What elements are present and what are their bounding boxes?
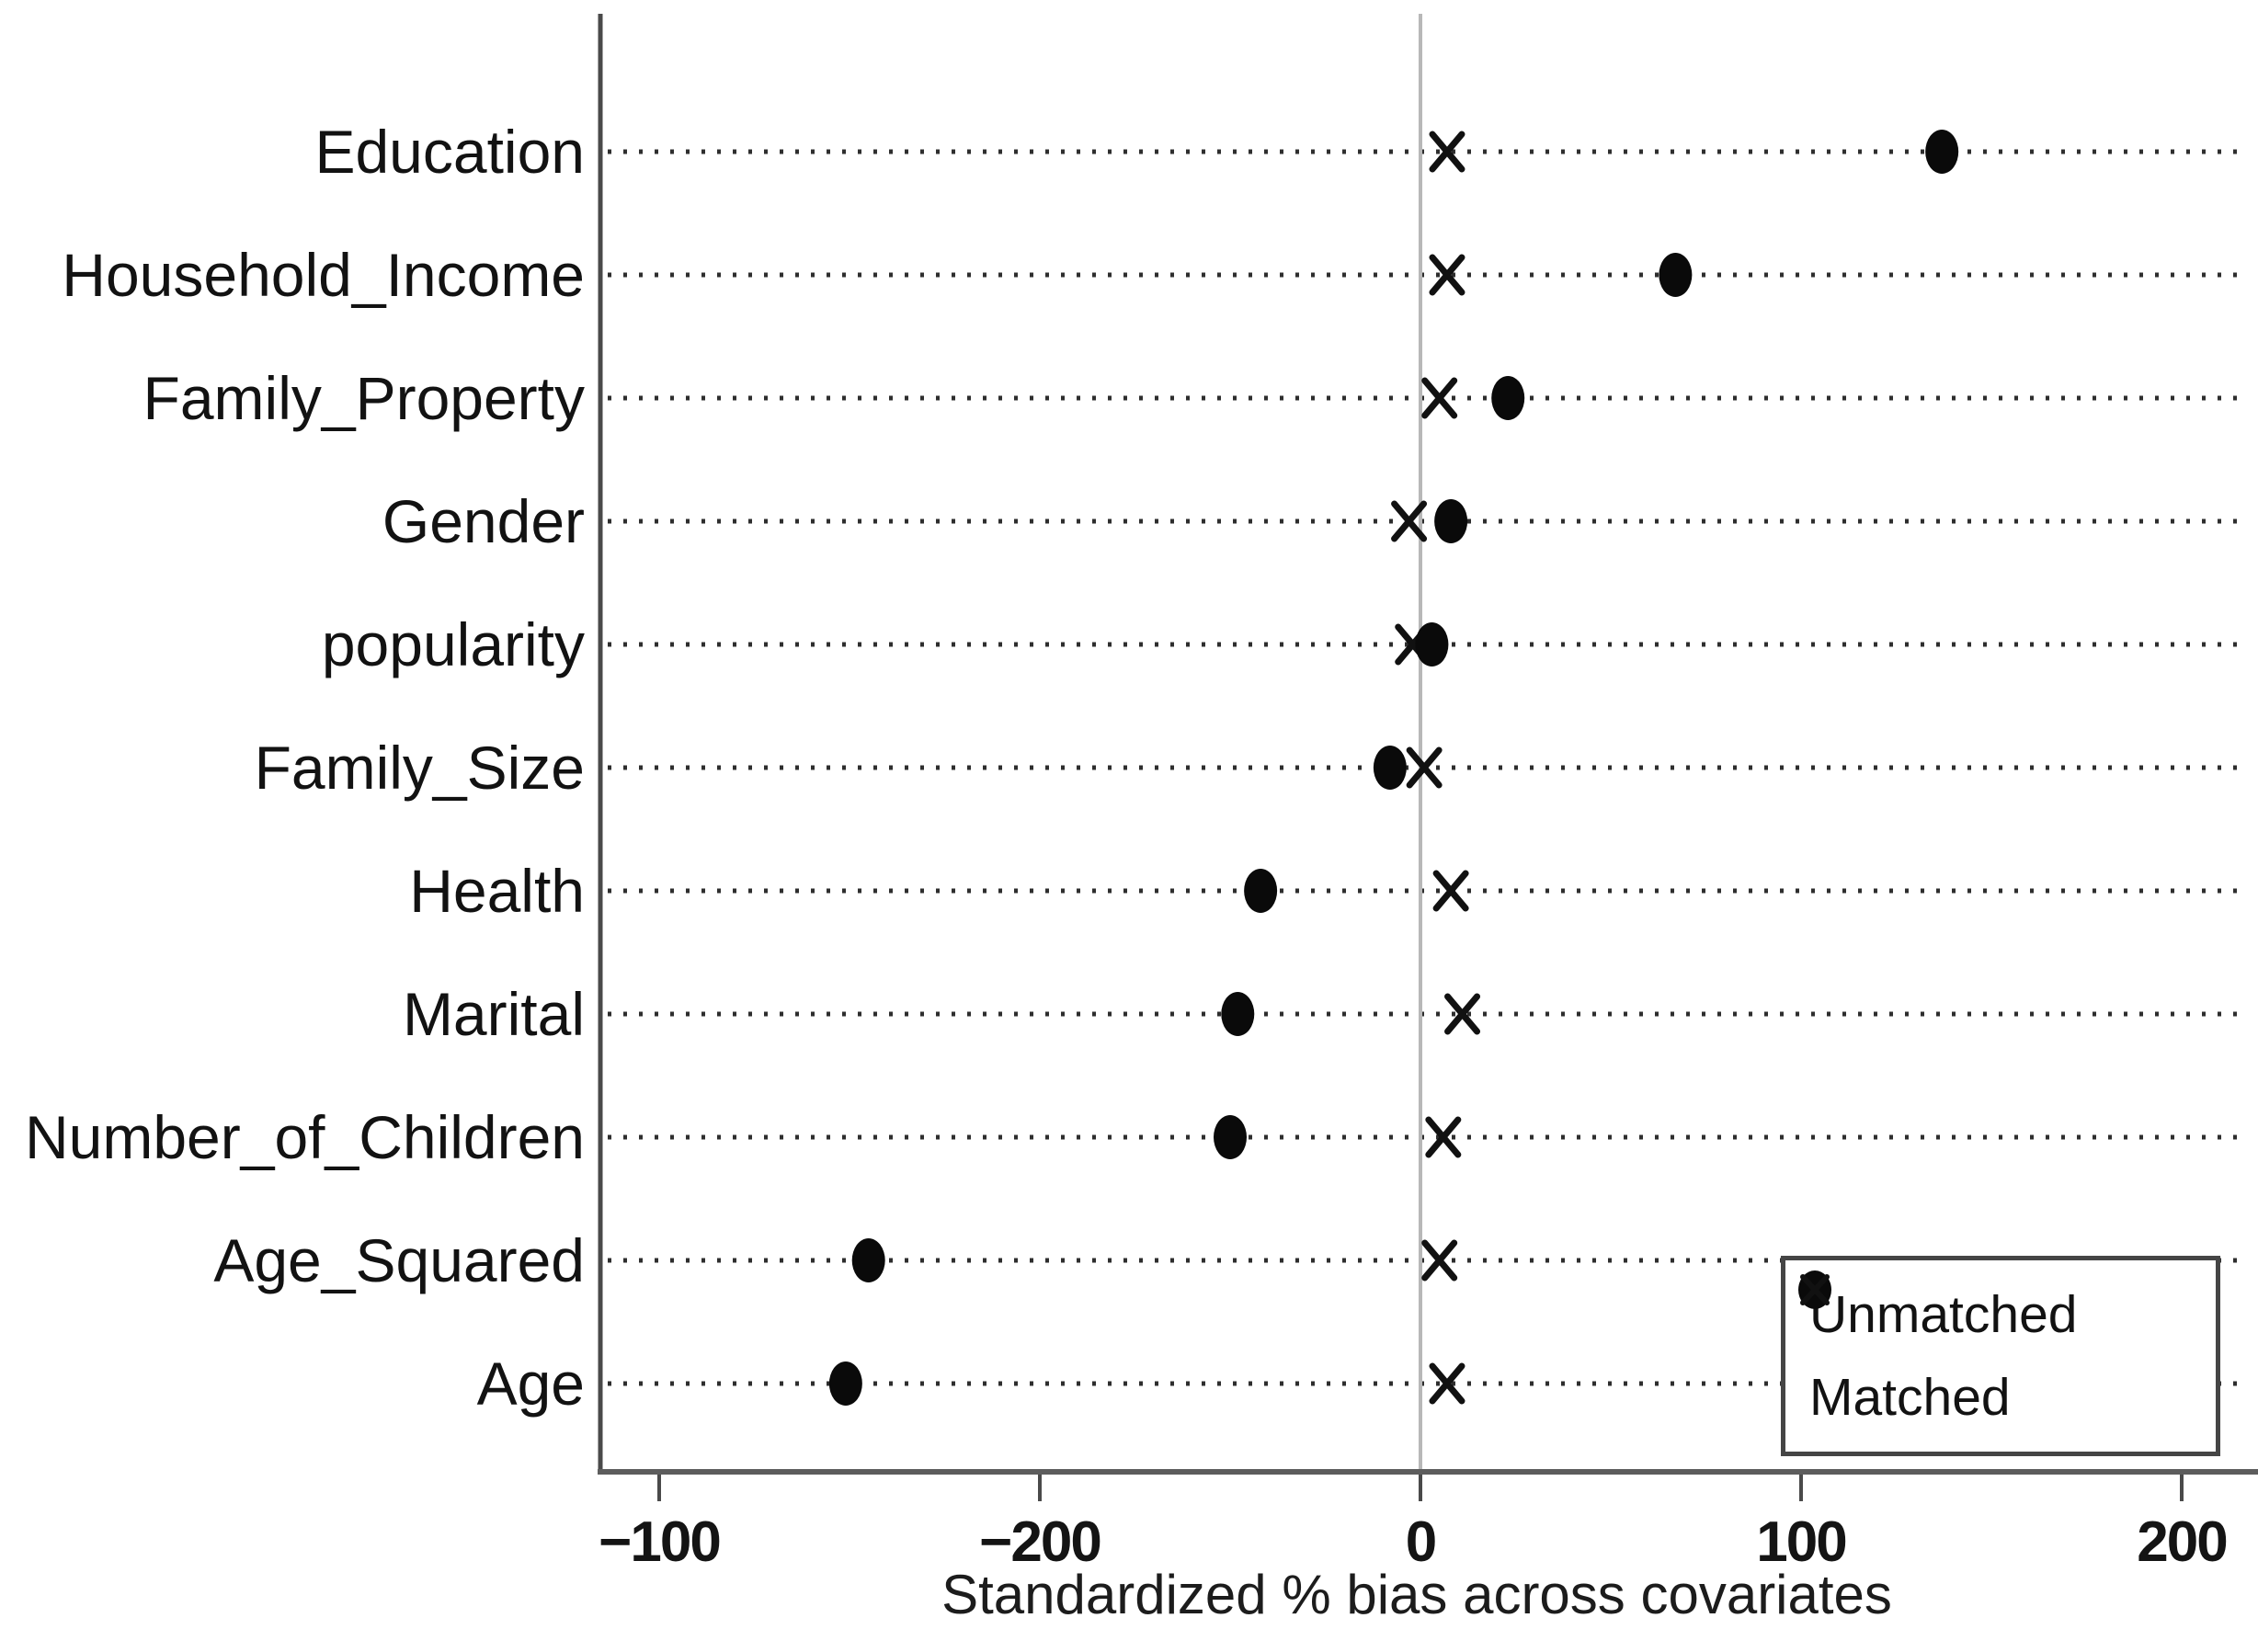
y-axis-label: Education <box>314 118 585 186</box>
unmatched-marker <box>1373 746 1407 790</box>
legend-label-matched: Matched <box>1809 1367 2011 1427</box>
legend-entry-unmatched: Unmatched <box>1798 1270 2216 1345</box>
unmatched-marker <box>1434 499 1468 543</box>
y-axis-label: popularity <box>321 610 585 678</box>
unmatched-marker <box>1244 869 1278 913</box>
matched-marker <box>1391 500 1428 542</box>
unmatched-marker <box>1491 376 1525 420</box>
y-axis-label: Household_Income <box>62 241 585 309</box>
x-axis-tick-label: −200 <box>979 1510 1102 1574</box>
unmatched-marker <box>851 1238 885 1282</box>
y-axis-label: Health <box>409 857 585 925</box>
legend: Unmatched Matched <box>1781 1256 2220 1456</box>
legend-label-unmatched: Unmatched <box>1809 1285 2078 1345</box>
matched-marker <box>1429 131 1465 173</box>
legend-entry-matched: Matched <box>1800 1274 2216 1427</box>
matched-marker <box>1421 1239 1458 1282</box>
x-axis-tick-label: −100 <box>599 1510 722 1574</box>
matched-marker <box>1444 993 1481 1035</box>
matched-marker <box>1429 254 1465 296</box>
matched-marker <box>1429 1362 1465 1405</box>
unmatched-marker <box>828 1361 862 1406</box>
y-axis-label: Gender <box>382 487 585 555</box>
y-axis-label: Number_of_Children <box>25 1103 585 1171</box>
unmatched-marker <box>1214 1115 1247 1159</box>
x-axis-tick-label: 200 <box>2137 1510 2228 1574</box>
unmatched-marker <box>1659 253 1693 297</box>
y-axis-label: Age_Squared <box>213 1226 585 1294</box>
x-axis-tick-label: 100 <box>1756 1510 1847 1574</box>
unmatched-marker <box>1415 622 1449 666</box>
matched-marker <box>1425 1116 1462 1158</box>
matched-marker <box>1406 746 1443 789</box>
x-marker-icon <box>1800 1274 1830 1305</box>
matched-marker <box>1432 870 1469 912</box>
y-axis-label: Family_Property <box>143 364 585 432</box>
unmatched-marker <box>1925 130 1959 174</box>
y-axis-label: Marital <box>402 980 585 1048</box>
x-axis-tick-label: 0 <box>1405 1510 1437 1574</box>
matched-marker <box>1421 377 1458 419</box>
unmatched-marker <box>1221 992 1255 1036</box>
x-axis-title: Standardized % bias across covariates <box>941 1564 1892 1625</box>
y-axis-label: Family_Size <box>254 734 585 802</box>
y-axis-label: Age <box>476 1350 585 1418</box>
